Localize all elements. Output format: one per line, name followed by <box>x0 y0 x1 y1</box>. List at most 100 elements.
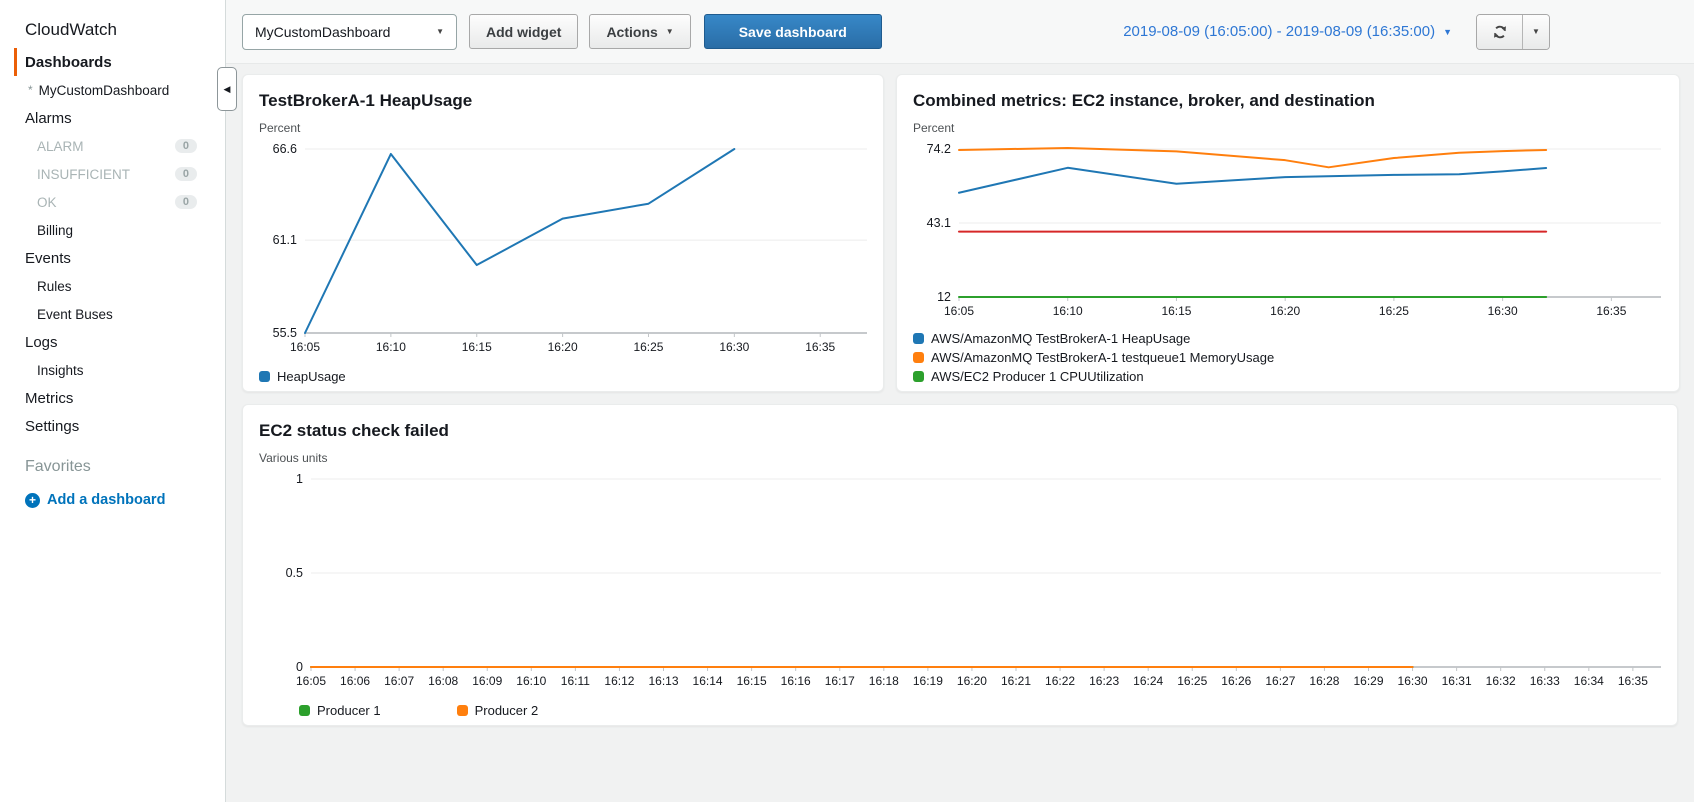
sidebar-item-label: INSUFFICIENT <box>37 166 130 182</box>
sidebar-item-dashboards[interactable]: Dashboards <box>14 48 225 76</box>
legend-label: Producer 1 <box>317 703 381 718</box>
sidebar-item-label: MyCustomDashboard <box>38 82 170 98</box>
sidebar-item-label: Settings <box>25 417 80 435</box>
insufficient-count-badge: 0 <box>174 167 197 181</box>
svg-text:1: 1 <box>296 472 303 486</box>
sidebar-item-event-buses[interactable]: Event Buses <box>0 300 225 328</box>
svg-text:16:10: 16:10 <box>376 340 406 354</box>
sidebar: CloudWatch Dashboards * MyCustomDashboar… <box>0 0 226 802</box>
svg-text:16:10: 16:10 <box>1053 304 1083 318</box>
refresh-button[interactable] <box>1477 14 1522 49</box>
svg-text:16:17: 16:17 <box>825 674 855 688</box>
svg-text:16:19: 16:19 <box>913 674 943 688</box>
svg-text:16:16: 16:16 <box>781 674 811 688</box>
widget-ec2-status-check: EC2 status check failed Various units 1 0… <box>242 404 1678 726</box>
sidebar-item-alarm-state: ALARM 0 <box>0 132 225 160</box>
sidebar-nav: Dashboards * MyCustomDashboard Alarms AL… <box>0 48 225 440</box>
dashboard-canvas: TestBrokerA-1 HeapUsage Percent 66.6 61.1… <box>226 64 1694 802</box>
sidebar-item-settings[interactable]: Settings <box>0 412 225 440</box>
sidebar-item-label: ALARM <box>37 138 84 154</box>
svg-text:16:35: 16:35 <box>1618 674 1648 688</box>
legend-swatch-icon <box>259 371 270 382</box>
chart-legend: Producer 1 Producer 2 <box>299 697 1661 718</box>
ec2-status-line-chart[interactable]: 1 0.5 016:05 16:06 16:07 16:08 16:09 16:10 16:11… <box>259 469 1663 697</box>
legend-swatch-icon <box>913 371 924 382</box>
svg-text:16:29: 16:29 <box>1353 674 1383 688</box>
svg-text:16:30: 16:30 <box>1398 674 1428 688</box>
sidebar-item-label: Events <box>25 249 71 267</box>
svg-text:16:10: 16:10 <box>516 674 546 688</box>
sidebar-item-label: Billing <box>37 222 74 238</box>
svg-text:16:18: 16:18 <box>869 674 899 688</box>
legend-item[interactable]: Producer 2 <box>456 703 538 718</box>
svg-text:16:35: 16:35 <box>805 340 835 354</box>
refresh-icon <box>1493 25 1506 38</box>
refresh-options-button[interactable]: ▼ <box>1522 14 1549 49</box>
legend-swatch-icon <box>456 705 468 716</box>
sidebar-collapse-button[interactable]: ◀ <box>217 67 237 111</box>
legend-item[interactable]: AWS/AmazonMQ TestBrokerA-1 testqueue1 Me… <box>913 350 1274 365</box>
sidebar-item-mycustomdashboard[interactable]: * MyCustomDashboard <box>0 76 225 104</box>
sidebar-item-insights[interactable]: Insights <box>0 356 225 384</box>
legend-item[interactable]: AWS/EC2 Producer 1 CPUUtilization <box>913 369 1144 384</box>
sidebar-item-events[interactable]: Events <box>0 244 225 272</box>
svg-text:16:22: 16:22 <box>1045 674 1075 688</box>
svg-text:16:24: 16:24 <box>1133 674 1163 688</box>
time-range-picker[interactable]: 2019-08-09 (16:05:00) - 2019-08-09 (16:3… <box>1123 23 1452 40</box>
chart-legend: AWS/AmazonMQ TestBrokerA-1 HeapUsage AWS/… <box>913 327 1663 384</box>
time-range-label: 2019-08-09 (16:05:00) - 2019-08-09 (16:3… <box>1123 23 1436 40</box>
svg-text:66.6: 66.6 <box>273 142 297 156</box>
add-dashboard-label: Add a dashboard <box>47 492 166 508</box>
save-dashboard-button[interactable]: Save dashboard <box>703 14 882 49</box>
legend-item[interactable]: AWS/AmazonMQ TestBrokerA-1 HeapUsage <box>913 331 1190 346</box>
sidebar-item-billing[interactable]: Billing <box>0 216 225 244</box>
y-axis-unit-label: Various units <box>259 451 328 465</box>
svg-text:16:20: 16:20 <box>957 674 987 688</box>
legend-label: AWS/EC2 Producer 1 CPUUtilization <box>931 369 1144 384</box>
svg-text:16:25: 16:25 <box>1379 304 1409 318</box>
svg-text:16:06: 16:06 <box>340 674 370 688</box>
widget-combined-metrics: Combined metrics: EC2 instance, broker, … <box>896 74 1680 392</box>
add-dashboard-link[interactable]: + Add a dashboard <box>0 492 225 508</box>
svg-text:16:25: 16:25 <box>633 340 663 354</box>
sidebar-item-ok-state: OK 0 <box>0 188 225 216</box>
selected-dashboard-bullet: * <box>28 83 33 97</box>
ok-count-badge: 0 <box>174 195 197 209</box>
sidebar-item-label: Rules <box>37 278 72 294</box>
heapusage-line-chart[interactable]: 66.6 61.1 55.516:05 16:10 16:15 16:20 16:25 16:… <box>259 139 869 363</box>
y-axis-unit-label: Percent <box>259 121 301 135</box>
sidebar-item-alarms[interactable]: Alarms <box>0 104 225 132</box>
refresh-button-group: ▼ <box>1476 13 1550 50</box>
legend-item[interactable]: Producer 1 <box>299 703 381 718</box>
widget-title: EC2 status check failed <box>259 421 449 440</box>
svg-text:16:25: 16:25 <box>1177 674 1207 688</box>
svg-text:16:34: 16:34 <box>1574 674 1604 688</box>
chevron-down-icon: ▼ <box>1532 27 1540 36</box>
legend-swatch-icon <box>299 705 310 716</box>
chevron-left-icon: ◀ <box>223 83 231 94</box>
svg-text:16:21: 16:21 <box>1001 674 1031 688</box>
sidebar-item-label: OK <box>37 194 57 210</box>
dashboard-select[interactable]: MyCustomDashboard ▼ <box>242 13 457 50</box>
cloudwatch-home-link[interactable]: CloudWatch <box>25 20 117 39</box>
sidebar-item-logs[interactable]: Logs <box>0 328 225 356</box>
sidebar-item-metrics[interactable]: Metrics <box>0 384 225 412</box>
svg-text:16:30: 16:30 <box>1488 304 1518 318</box>
widget-title: TestBrokerA-1 HeapUsage <box>259 91 473 110</box>
svg-text:16:23: 16:23 <box>1089 674 1119 688</box>
svg-text:16:35: 16:35 <box>1596 304 1626 318</box>
svg-text:16:33: 16:33 <box>1530 674 1560 688</box>
sidebar-item-label: Insights <box>37 362 84 378</box>
sidebar-item-rules[interactable]: Rules <box>0 272 225 300</box>
legend-item[interactable]: HeapUsage <box>259 369 346 384</box>
svg-text:16:05: 16:05 <box>944 304 974 318</box>
svg-text:16:20: 16:20 <box>548 340 578 354</box>
svg-text:61.1: 61.1 <box>273 233 297 247</box>
sidebar-item-label: Alarms <box>25 109 72 127</box>
actions-button[interactable]: Actions ▼ <box>589 14 691 49</box>
add-widget-button[interactable]: Add widget <box>469 14 579 49</box>
svg-text:16:14: 16:14 <box>693 674 723 688</box>
svg-text:16:30: 16:30 <box>719 340 749 354</box>
